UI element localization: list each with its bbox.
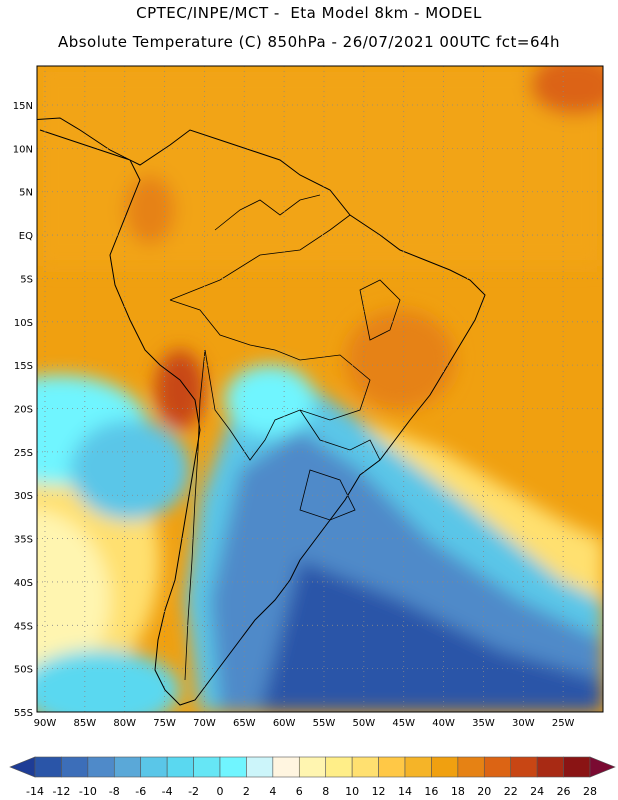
colorbar-tick-label: -14: [26, 785, 44, 798]
latitude-label: 25S: [14, 448, 33, 459]
latitude-label: 35S: [14, 535, 33, 546]
colorbar-tick-label: -2: [188, 785, 199, 798]
colorbar-tick-label: 0: [217, 785, 224, 798]
colorbar-tick-label: 12: [372, 785, 386, 798]
colorbar-tick-label: 16: [424, 785, 438, 798]
colorbar-tick-label: 20: [477, 785, 491, 798]
latitude-label: 40S: [14, 578, 33, 589]
latitude-label: 10N: [13, 144, 33, 155]
latitude-label: 5N: [19, 188, 33, 199]
latitude-label: 50S: [14, 665, 33, 676]
latitude-label: 10S: [14, 318, 33, 329]
colorbar-swatch: [272, 756, 300, 778]
colorbar-tick-label: 18: [451, 785, 465, 798]
longitude-label: 90W: [34, 718, 57, 729]
colorbar-swatch: [87, 756, 115, 778]
colorbar-tick-label: -8: [109, 785, 120, 798]
colorbar-swatch: [431, 756, 459, 778]
latitude-label: 45S: [14, 621, 33, 632]
latitude-label: 30S: [14, 491, 33, 502]
map-title: CPTEC/INPE/MCT - Eta Model 8km - MODEL: [136, 4, 482, 22]
longitude-label: 25W: [552, 718, 575, 729]
colorbar-swatch: [140, 756, 168, 778]
colorbar-tick-labels: -14 -12 -10 -8 -6 -4 -2 0 2 4 6 8 10 12 14 16 18 20 22 24 26…: [26, 785, 597, 798]
colorbar-swatch: [325, 756, 353, 778]
colorbar-tick-label: 14: [398, 785, 412, 798]
longitude-label: 80W: [113, 718, 136, 729]
colorbar-tick-label: 6: [296, 785, 303, 798]
latitude-label: 15S: [14, 361, 33, 372]
longitude-label: 70W: [193, 718, 216, 729]
latitude-label: EQ: [19, 231, 33, 242]
longitude-label: 50W: [353, 718, 376, 729]
latitude-label: 15N: [13, 101, 33, 112]
colorbar-tick-label: -10: [79, 785, 97, 798]
colorbar-swatch: [193, 756, 221, 778]
colorbar-tick-label: 10: [345, 785, 359, 798]
latitude-label: 55S: [14, 708, 33, 719]
colorbar-swatch: [483, 756, 512, 778]
longitude-labels: 90W 85W 80W 75W 70W 65W 60W 55W 50W 45W 40W 35W 30W 2…: [34, 718, 575, 729]
colorbar-tick-label: 28: [583, 785, 597, 798]
colorbar-tick-label: 8: [322, 785, 329, 798]
longitude-label: 85W: [74, 718, 97, 729]
colorbar-swatch: [113, 756, 142, 778]
longitude-label: 40W: [432, 718, 455, 729]
colorbar-left-arrow: [9, 756, 36, 778]
colorbar: [9, 756, 616, 778]
latitude-label: 5S: [20, 274, 33, 285]
longitude-label: 45W: [392, 718, 415, 729]
colorbar-swatch: [166, 756, 194, 778]
colorbar-tick-label: -4: [162, 785, 173, 798]
colorbar-swatch: [404, 756, 432, 778]
colorbar-swatch: [351, 756, 379, 778]
colorbar-right-arrow: [589, 756, 616, 778]
map-subtitle: Absolute Temperature (C) 850hPa - 26/07/…: [57, 33, 561, 51]
colorbar-tick-label: 22: [504, 785, 518, 798]
longitude-label: 30W: [512, 718, 535, 729]
colorbar-tick-label: 26: [557, 785, 571, 798]
latitude-labels: 15N 10N 5N EQ 5S 10S 15S 20S 25S 30S 35S 40S 45S 50S 5…: [13, 101, 33, 719]
colorbar-tick-label: -12: [52, 785, 70, 798]
colorbar-tick-label: 24: [530, 785, 544, 798]
colorbar-swatch: [246, 756, 274, 778]
longitude-label: 75W: [153, 718, 176, 729]
colorbar-swatch: [563, 756, 591, 778]
colorbar-swatch: [219, 756, 247, 778]
colorbar-tick-label: 4: [269, 785, 276, 798]
longitude-label: 35W: [472, 718, 495, 729]
colorbar-swatch: [378, 756, 406, 778]
colorbar-swatch: [61, 756, 89, 778]
map-frame: [36, 65, 604, 713]
colorbar-swatch: [510, 756, 538, 778]
colorbar-tick-label: 2: [243, 785, 250, 798]
colorbar-swatch: [536, 756, 564, 778]
longitude-label: 55W: [313, 718, 336, 729]
colorbar-swatch: [457, 756, 485, 778]
latitude-label: 20S: [14, 405, 33, 416]
longitude-label: 60W: [273, 718, 296, 729]
temperature-field: [37, 66, 603, 712]
colorbar-swatch: [298, 756, 327, 778]
coastlines: [37, 117, 486, 706]
colorbar-swatch: [34, 756, 62, 778]
longitude-label: 65W: [233, 718, 256, 729]
colorbar-tick-label: -6: [135, 785, 146, 798]
country-borders: [169, 194, 401, 681]
